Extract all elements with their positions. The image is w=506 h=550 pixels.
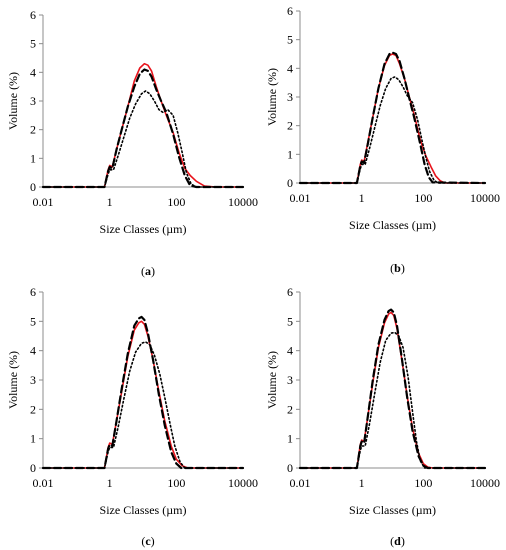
x-tick-label: 100 [414, 191, 432, 205]
x-tick-label: 1 [107, 195, 113, 209]
y-tick-label: 4 [287, 344, 293, 358]
y-tick-label: 4 [30, 344, 36, 358]
chart-panel-4: 0 1 2 3 4 5 6 0.01 1 100 10000 Volume (%) Size Class… [265, 285, 500, 548]
series-line-dotted [299, 76, 486, 184]
x-axis-title: Size Classes (µm) [100, 503, 187, 517]
x-tick-label: 0.01 [33, 195, 54, 209]
x-tick-label: 100 [414, 476, 432, 490]
y-tick-label: 6 [30, 8, 36, 22]
y-tick-label: 0 [287, 461, 293, 475]
y-tick-label: 6 [30, 285, 36, 299]
y-tick-label: 6 [287, 285, 293, 299]
y-tick-label: 1 [287, 147, 293, 161]
y-tick-label: 4 [287, 61, 293, 75]
y-tick-label: 2 [30, 123, 36, 137]
chart-panel-3: 0 1 2 3 4 5 6 0.01 1 100 10000 Volume (%) Size Class… [6, 285, 258, 548]
series-line-solid [299, 53, 486, 184]
y-tick-label: 2 [287, 402, 293, 416]
x-tick-label: 0.01 [290, 476, 311, 490]
x-tick-label: 1 [359, 191, 365, 205]
y-axis-title: Volume (%) [265, 351, 279, 409]
x-tick-label: 10000 [470, 191, 500, 205]
series-line-solid [42, 320, 244, 469]
y-tick-label: 4 [30, 65, 36, 79]
panel-label: (b) [390, 261, 405, 275]
x-tick-label: 10000 [470, 476, 500, 490]
y-axis-title: Volume (%) [265, 68, 279, 126]
y-tick-label: 5 [287, 33, 293, 47]
x-tick-label: 10000 [228, 476, 258, 490]
x-axis-title: Size Classes (µm) [349, 218, 436, 232]
series-line-dotted [42, 341, 244, 469]
x-tick-label: 1 [359, 476, 365, 490]
series-line-dashed [41, 68, 245, 189]
y-tick-label: 0 [30, 461, 36, 475]
y-tick-label: 5 [287, 314, 293, 328]
y-axis-title: Volume (%) [6, 72, 20, 130]
x-tick-label: 100 [167, 195, 185, 209]
y-tick-label: 3 [287, 90, 293, 104]
y-tick-label: 2 [287, 119, 293, 133]
y-tick-label: 3 [30, 94, 36, 108]
y-tick-label: 0 [287, 176, 293, 190]
y-tick-label: 1 [30, 432, 36, 446]
y-axis-title: Volume (%) [6, 351, 20, 409]
y-tick-label: 2 [30, 402, 36, 416]
series-line-solid [299, 311, 486, 469]
series-line-dashed [41, 315, 245, 470]
chart-panel-2: 0 1 2 3 4 5 6 0.01 1 100 10000 Volume (%) Size Class… [265, 4, 500, 275]
x-axis-title: Size Classes (µm) [349, 503, 436, 517]
series-line-dotted [42, 90, 244, 188]
series-line-dashed [298, 51, 487, 185]
y-tick-label: 5 [30, 37, 36, 51]
x-tick-label: 100 [167, 476, 185, 490]
series-line-dotted [299, 331, 486, 469]
x-tick-label: 10000 [228, 195, 258, 209]
y-tick-label: 3 [287, 373, 293, 387]
x-axis-title: Size Classes (µm) [100, 222, 187, 236]
y-tick-label: 1 [287, 432, 293, 446]
y-tick-label: 5 [30, 314, 36, 328]
y-tick-label: 0 [30, 180, 36, 194]
series-line-dashed [298, 308, 487, 470]
y-tick-label: 3 [30, 373, 36, 387]
x-tick-label: 0.01 [33, 476, 54, 490]
x-tick-label: 1 [107, 476, 113, 490]
x-tick-label: 0.01 [290, 191, 311, 205]
chart-panel-1: 0 1 2 3 4 5 6 0.01 1 100 10000 Volume (%) Size Class… [6, 8, 258, 278]
panel-label: (a) [141, 264, 155, 278]
series-line-solid [42, 62, 244, 188]
y-tick-label: 1 [30, 151, 36, 165]
y-tick-label: 6 [287, 4, 293, 18]
panel-label: (c) [141, 534, 154, 548]
panel-label: (d) [390, 534, 405, 548]
